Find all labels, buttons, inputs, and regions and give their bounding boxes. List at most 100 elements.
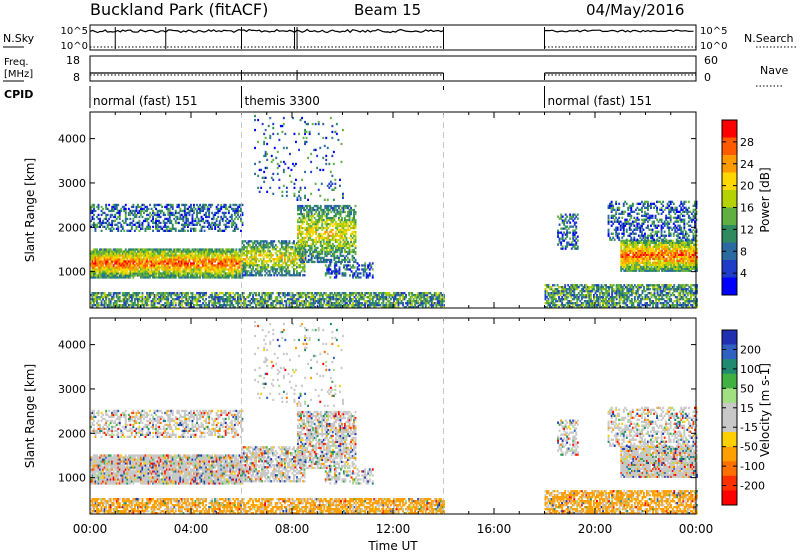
power-cell <box>151 214 153 216</box>
power-cell <box>329 243 331 245</box>
power-cell <box>125 216 127 218</box>
power-cell <box>686 223 688 225</box>
power-cell <box>336 255 338 257</box>
power-cell <box>192 208 194 210</box>
power-cell <box>335 262 337 264</box>
power-cell <box>272 173 274 175</box>
power-cell <box>243 244 245 246</box>
power-cell <box>148 268 150 270</box>
power-cell <box>237 228 239 230</box>
power-cell <box>667 207 669 209</box>
power-cell <box>119 212 121 214</box>
power-cell <box>575 242 577 244</box>
power-cell <box>566 222 568 224</box>
power-cell <box>195 208 197 210</box>
power-cell <box>647 237 649 239</box>
power-cell <box>623 235 625 237</box>
power-cell <box>257 246 259 248</box>
power-cell <box>306 137 308 139</box>
power-cell <box>620 246 622 248</box>
power-cell <box>281 256 283 258</box>
power-cell <box>632 203 634 205</box>
power-cell <box>123 206 125 208</box>
power-cell <box>295 256 297 258</box>
power-cell <box>321 223 323 225</box>
power-cell <box>325 155 327 157</box>
power-cell <box>292 266 294 268</box>
power-cell <box>225 220 227 222</box>
power-cell <box>674 213 676 215</box>
power-cell <box>312 215 314 217</box>
power-cell <box>196 204 198 206</box>
power-cell <box>340 241 342 243</box>
power-cell <box>263 258 265 260</box>
power-cell <box>630 209 632 211</box>
freq-tick-bottom: 8 <box>73 71 80 84</box>
power-cell <box>638 219 640 221</box>
power-cell <box>190 204 192 206</box>
power-cell <box>304 133 306 135</box>
power-cell <box>644 239 646 241</box>
power-cell <box>321 183 323 185</box>
power-cell <box>650 233 652 235</box>
power-cell <box>632 223 634 225</box>
power-cell <box>303 213 305 215</box>
power-cell <box>172 212 174 214</box>
power-cell <box>154 212 156 214</box>
power-cell <box>635 209 637 211</box>
power-cell <box>274 147 276 149</box>
power-cell <box>670 203 672 205</box>
power-cell <box>268 125 270 127</box>
power-cell <box>283 117 285 119</box>
power-cell <box>136 208 138 210</box>
power-cell <box>332 229 334 231</box>
power-cell <box>323 213 325 215</box>
power-cell <box>286 191 288 193</box>
power-cell <box>577 240 579 242</box>
power-cell <box>649 260 651 262</box>
power-cell <box>641 233 643 235</box>
power-cell <box>110 216 112 218</box>
power-cell <box>310 193 312 195</box>
power-cell <box>349 243 351 245</box>
power-cell <box>260 272 262 274</box>
power-cell <box>330 205 332 207</box>
power-cell <box>231 226 233 228</box>
power-cell <box>623 233 625 235</box>
power-cell <box>304 121 306 123</box>
power-cell <box>306 241 308 243</box>
power-cell <box>270 260 272 262</box>
power-cell <box>627 209 629 211</box>
power-cell <box>318 123 320 125</box>
power-cell <box>352 233 354 235</box>
power-cell <box>255 254 257 256</box>
power-cell <box>269 270 271 272</box>
power-cell <box>113 264 115 266</box>
power-cell <box>214 214 216 216</box>
power-cell <box>673 258 675 260</box>
power-cell <box>654 252 656 254</box>
power-cell <box>246 254 248 256</box>
power-cell <box>676 239 678 241</box>
power-cell <box>315 123 317 125</box>
power-cell <box>155 258 157 260</box>
power-cell <box>149 228 151 230</box>
power-cell <box>557 216 559 218</box>
power-cell <box>347 241 349 243</box>
power-cell <box>185 214 187 216</box>
power-cell <box>146 206 148 208</box>
power-cell <box>294 195 296 197</box>
power-cell <box>331 183 333 185</box>
power-cell <box>143 204 145 206</box>
power-cell <box>333 211 335 213</box>
power-cell <box>618 209 620 211</box>
power-cell <box>574 214 576 216</box>
freq-tick-top: 18 <box>66 54 80 67</box>
power-cell <box>355 235 357 237</box>
power-cell <box>320 241 322 243</box>
power-cell <box>207 264 209 266</box>
power-cell <box>638 223 640 225</box>
power-cell <box>297 219 299 221</box>
power-cell <box>107 226 109 228</box>
power-cell <box>288 167 290 169</box>
